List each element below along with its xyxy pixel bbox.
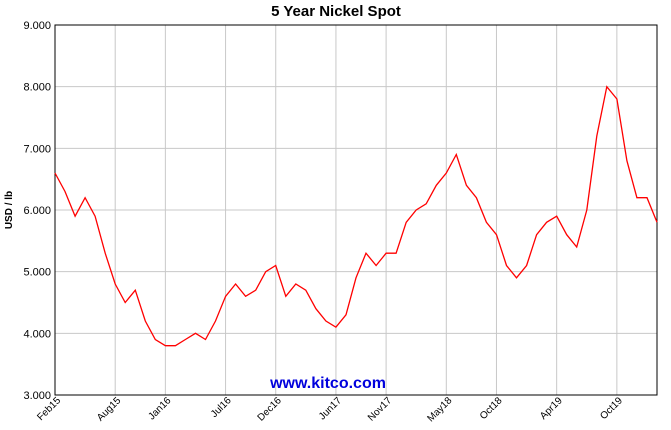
chart-title: 5 Year Nickel Spot xyxy=(271,3,401,20)
watermark: www.kitco.com xyxy=(269,375,386,392)
x-tick-label: Dec16 xyxy=(256,395,285,424)
x-tick-label: Jul16 xyxy=(209,395,234,420)
y-tick-label: 9.000 xyxy=(23,20,51,32)
y-tick-label: 8.000 xyxy=(23,82,51,94)
y-tick-label: 4.000 xyxy=(23,328,51,340)
y-tick-label: 6.000 xyxy=(23,205,51,217)
x-tick-label: May18 xyxy=(425,395,454,424)
x-tick-label: Jun17 xyxy=(317,395,344,422)
x-tick-label: Jan16 xyxy=(146,395,173,422)
plot-frame xyxy=(54,24,658,396)
y-tick-label: 3.000 xyxy=(23,390,51,402)
x-tick-label: Oct19 xyxy=(598,395,625,422)
y-tick-label: 5.000 xyxy=(23,267,51,279)
y-axis-label: USD / lb xyxy=(4,191,15,229)
x-tick-label: Oct18 xyxy=(478,395,505,422)
x-tick-label: Nov17 xyxy=(366,395,395,424)
x-tick-label: Apr19 xyxy=(538,395,565,422)
price-line xyxy=(54,85,658,347)
y-tick-label: 7.000 xyxy=(23,143,51,155)
x-tick-label: Aug15 xyxy=(95,395,124,424)
